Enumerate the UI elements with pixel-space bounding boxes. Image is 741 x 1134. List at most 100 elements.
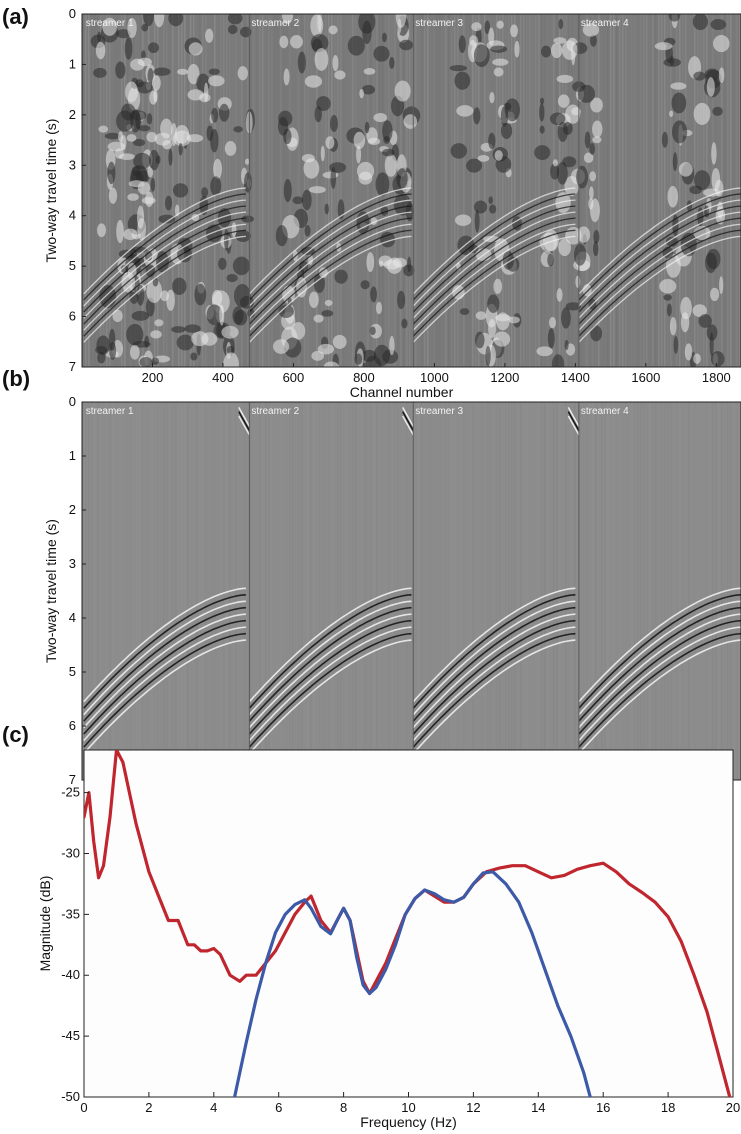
noise-blob (718, 67, 725, 84)
noise-blob (197, 281, 205, 294)
noise-blob (177, 237, 193, 254)
noise-blob (127, 214, 146, 235)
trace-texture (733, 402, 735, 780)
trace-texture (487, 402, 489, 780)
noise-blob (317, 343, 335, 355)
trace-texture (196, 14, 198, 367)
trace-texture (481, 402, 483, 780)
trace-texture (250, 14, 252, 367)
trace-texture (340, 402, 342, 780)
noise-blob (452, 285, 465, 300)
noise-blob (397, 290, 406, 310)
noise-blob (393, 194, 412, 216)
trace-texture (274, 14, 276, 367)
trace-texture (508, 14, 510, 367)
trace-texture (427, 14, 429, 367)
noise-blob (688, 56, 702, 79)
trace-texture (322, 14, 324, 367)
noise-blob (536, 346, 553, 357)
trace-texture (589, 402, 591, 780)
direct-arrival (238, 411, 251, 431)
noise-blob (142, 149, 153, 169)
trace-texture (109, 402, 111, 780)
trace-texture (358, 402, 360, 780)
trace-texture (337, 402, 339, 780)
noise-blob (666, 254, 681, 278)
trace-texture (733, 14, 735, 367)
x-tick-label: 1600 (631, 783, 660, 798)
noise-blob (673, 335, 679, 354)
trace-texture (403, 402, 405, 780)
trace-texture (286, 402, 288, 780)
noise-blob (654, 42, 673, 51)
trace-texture (268, 14, 270, 367)
noise-blob (304, 75, 323, 88)
noise-blob (712, 353, 719, 367)
section-image: streamer 1 streamer 2 streamer 3 streamer 4 (82, 14, 741, 367)
trace-texture (694, 14, 696, 367)
noise-blob (170, 243, 185, 265)
noise-blob (369, 323, 382, 339)
noise-blob (154, 132, 172, 146)
noise-blob (129, 288, 139, 304)
trace-texture (265, 14, 267, 367)
noise-blob (450, 143, 468, 159)
noise-blob (356, 161, 375, 181)
noise-blob (578, 84, 596, 103)
trace-texture (157, 14, 159, 367)
noise-blob (107, 141, 126, 152)
x-tick-label: 1000 (420, 783, 449, 798)
noise-blob (500, 106, 509, 127)
trace-texture (574, 402, 576, 780)
reflection-event (248, 606, 412, 722)
noise-blob (330, 166, 337, 189)
x-tick-label: 20 (726, 1100, 740, 1115)
noise-blob (311, 38, 323, 53)
trace-texture (166, 14, 168, 367)
trace-texture (169, 402, 171, 780)
trace-texture (670, 402, 672, 780)
noise-blob (308, 253, 314, 266)
x-tick-label: 200 (142, 370, 164, 385)
noise-blob (398, 167, 412, 182)
trace-texture (637, 14, 639, 367)
noise-blob (137, 181, 151, 195)
trace-texture (421, 402, 423, 780)
trace-texture (544, 14, 546, 367)
trace-texture (148, 14, 150, 367)
y-tick-label: -50 (61, 1089, 80, 1104)
noise-blob (96, 223, 107, 238)
trace-texture (235, 402, 237, 780)
noise-blob (131, 229, 142, 240)
noise-blob (358, 171, 373, 185)
noise-blob (145, 79, 152, 91)
y-tick-label: 2 (69, 502, 76, 517)
trace-texture (85, 402, 87, 780)
noise-blob (177, 245, 193, 263)
trace-texture (364, 14, 366, 367)
trace-texture (682, 402, 684, 780)
trace-texture (388, 402, 390, 780)
noise-blob (201, 187, 209, 198)
trace-texture (427, 402, 429, 780)
noise-blob (397, 24, 410, 43)
reflection-event (83, 632, 246, 748)
noise-blob (173, 130, 192, 147)
noise-blob (401, 318, 408, 329)
trace-texture (193, 402, 195, 780)
trace-texture (514, 14, 516, 367)
noise-blob (114, 148, 124, 159)
trace-texture (625, 402, 627, 780)
y-tick-label: 3 (69, 157, 76, 172)
noise-blob (154, 319, 164, 327)
reflection-event (83, 211, 246, 319)
noise-blob (303, 158, 320, 179)
noise-blob (405, 202, 414, 222)
noise-blob (219, 103, 230, 122)
trace-texture (415, 402, 417, 780)
reflection-event (578, 205, 741, 313)
trace-texture (127, 402, 129, 780)
noise-blob (589, 198, 600, 223)
trace-texture (406, 402, 408, 780)
y-tick-label: 3 (69, 556, 76, 571)
